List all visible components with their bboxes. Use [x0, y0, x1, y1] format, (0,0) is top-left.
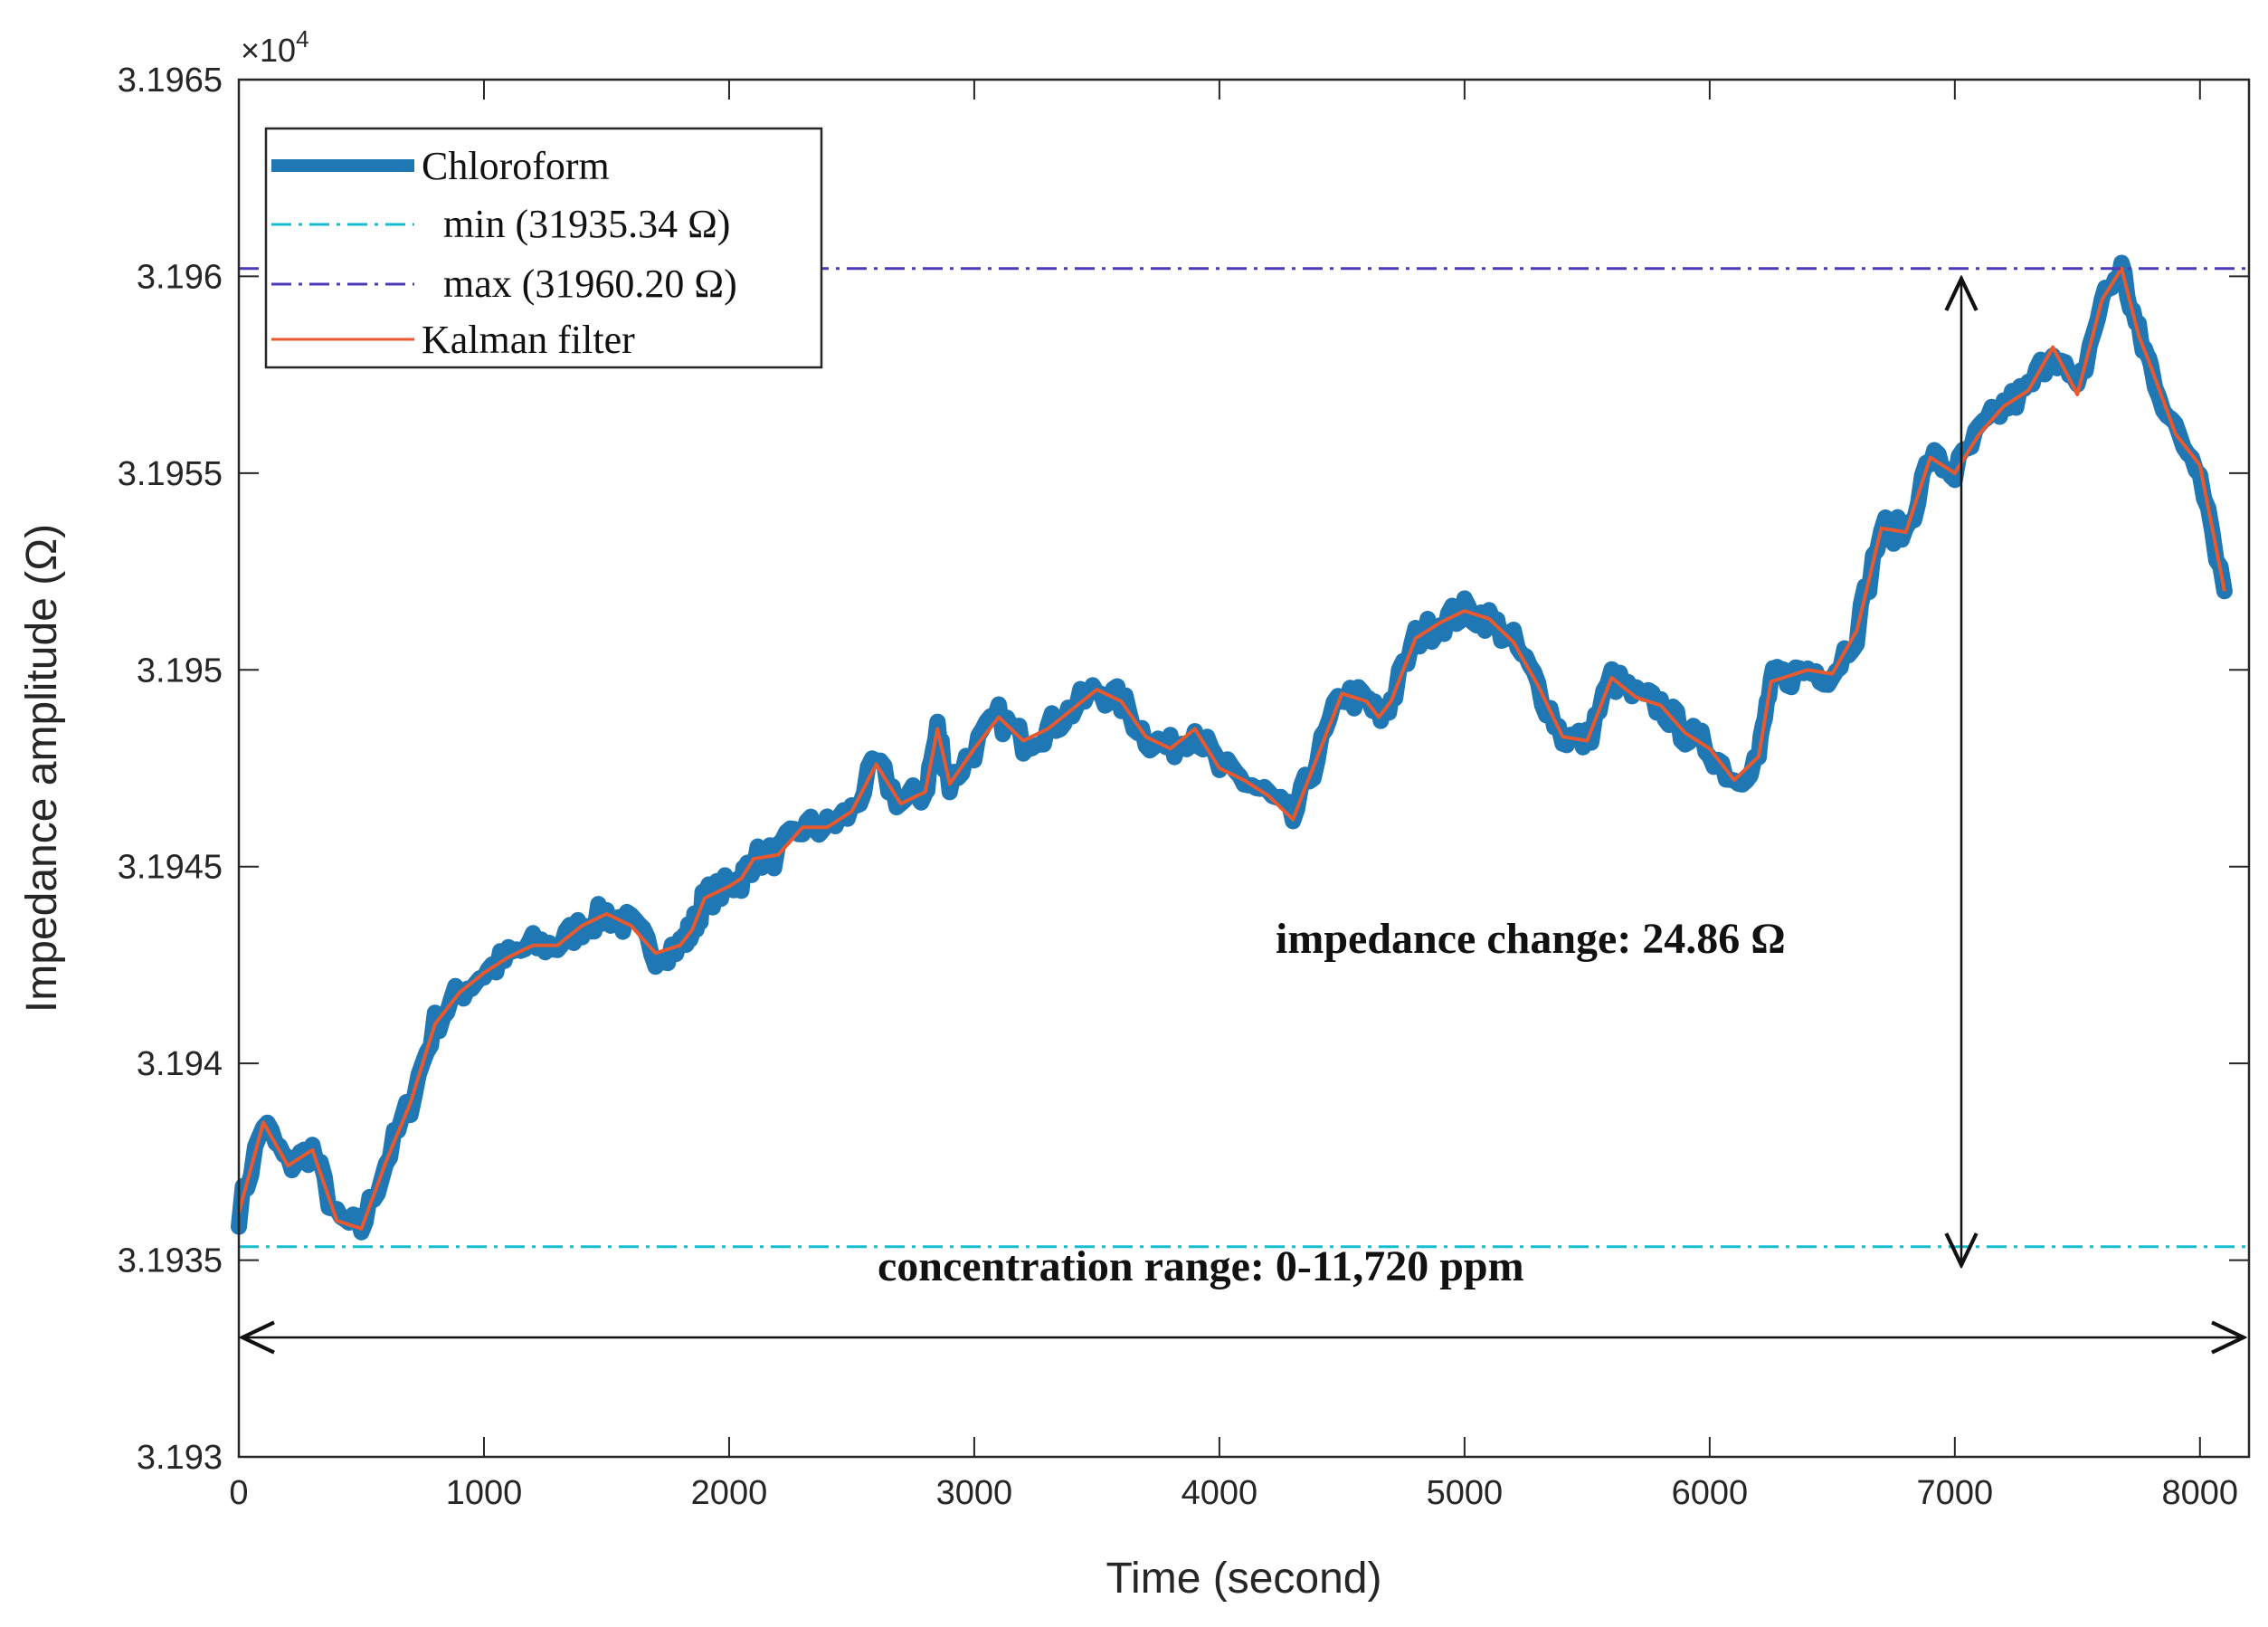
x-tick-label: 8000	[2162, 1474, 2239, 1512]
legend-label-kalman: Kalman filter	[422, 318, 635, 362]
y-exponent-power: 4	[296, 25, 308, 52]
y-axis-label: Impedance amplitude (Ω)	[18, 524, 66, 1013]
plot-frame	[237, 78, 2251, 1459]
concentration-range-label: concentration range: 0-11,720 ppm	[878, 1242, 1524, 1290]
legend-label-min: min (31935.34 Ω)	[443, 202, 730, 246]
series-chloroform-line	[231, 254, 2233, 1241]
x-tick-label: 1000	[446, 1474, 523, 1512]
x-tick-label: 5000	[1427, 1474, 1504, 1512]
y-exponent-base: ×10	[241, 32, 296, 69]
data-layer	[231, 254, 2249, 1249]
y-tick-label: 3.196	[137, 258, 223, 296]
legend-label-chloroform: Chloroform	[422, 144, 610, 188]
x-tick-label: 6000	[1672, 1474, 1749, 1512]
x-tick-label: 7000	[1917, 1474, 1994, 1512]
y-tick-label: 3.194	[137, 1045, 223, 1083]
x-axis-label: Time (second)	[1106, 1555, 1382, 1603]
legend: Chloroform min (31935.34 Ω) max (31960.2…	[264, 127, 823, 369]
x-tick-label: 3000	[936, 1474, 1013, 1512]
y-tick-label: 3.195	[137, 652, 223, 690]
y-tick-labels: 3.193 3.1935 3.194 3.1945 3.195 3.1955 3.196 3.…	[118, 62, 223, 1477]
y-tick-label: 3.1955	[118, 455, 223, 493]
y-tick-label: 3.1935	[118, 1242, 223, 1280]
y-tick-label: 3.1945	[118, 849, 223, 887]
x-tick-labels: 0 1000 2000 3000 4000 5000 6000 7000 8000	[229, 1474, 2238, 1512]
series-kalman-line	[237, 266, 2226, 1231]
y-tick-label: 3.1965	[118, 62, 223, 100]
impedance-change-label: impedance change: 24.86 Ω	[1276, 915, 1786, 963]
legend-label-max: max (31960.20 Ω)	[443, 262, 737, 306]
x-tick-label: 4000	[1181, 1474, 1258, 1512]
x-tick-label: 2000	[691, 1474, 768, 1512]
x-tick-label: 0	[229, 1474, 248, 1512]
y-exponent: ×104	[241, 25, 309, 69]
y-tick-label: 3.193	[137, 1439, 223, 1477]
